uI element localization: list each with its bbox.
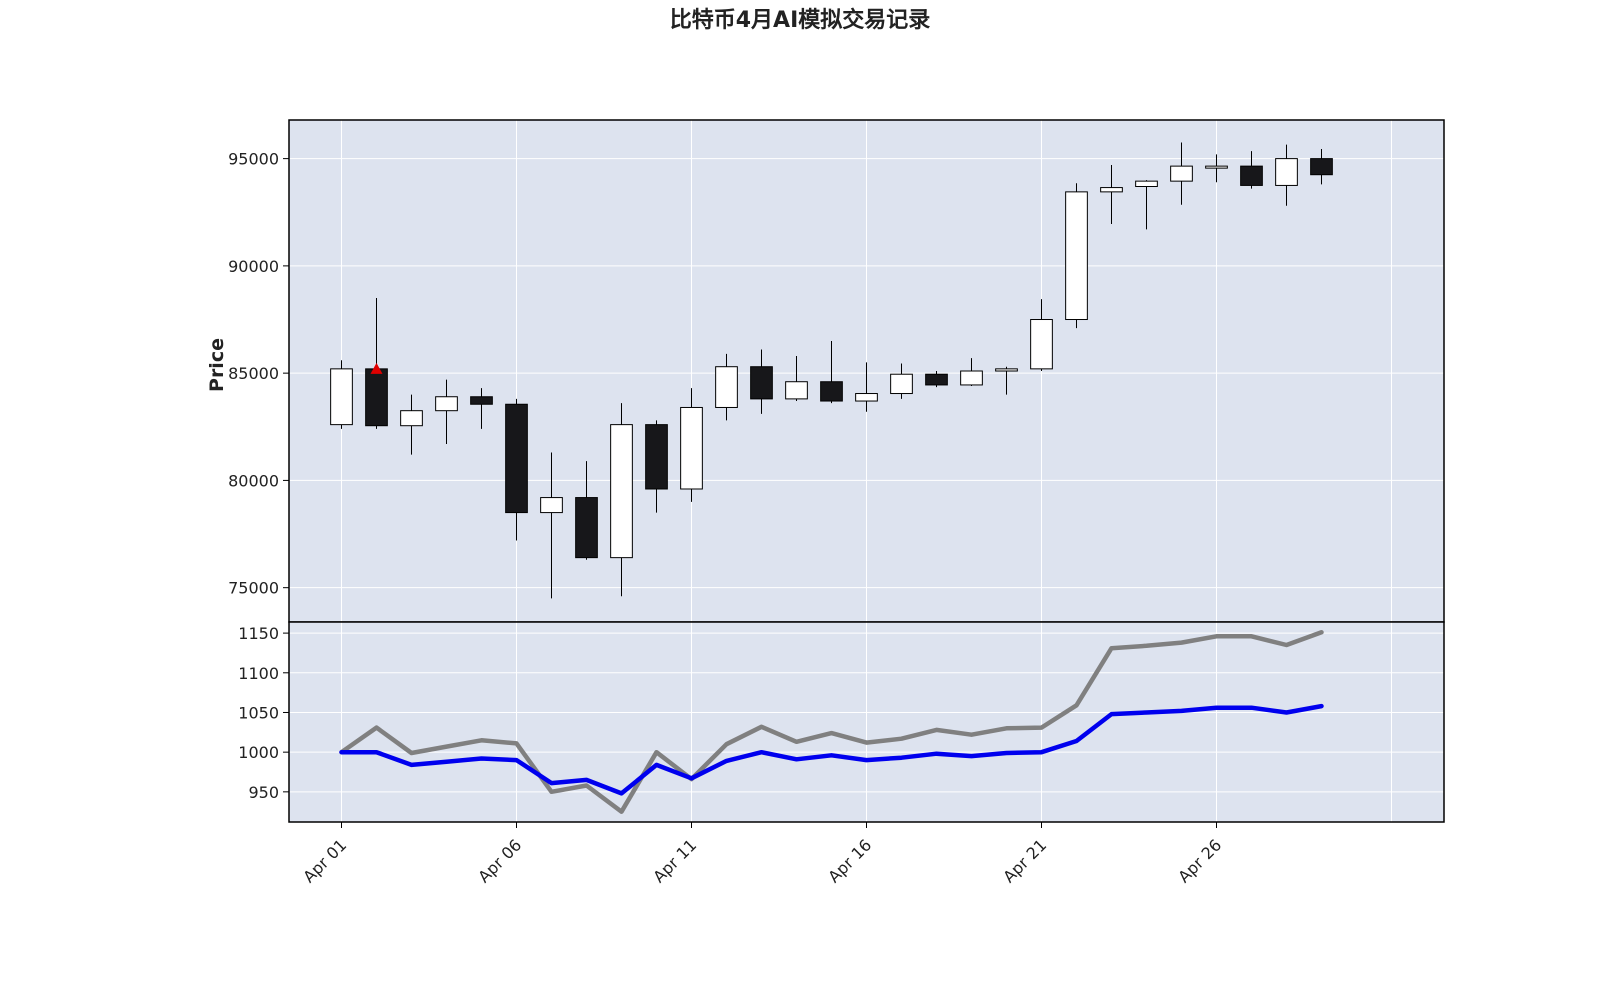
candle bbox=[1240, 151, 1263, 189]
candle bbox=[1205, 154, 1228, 183]
candle bbox=[610, 403, 633, 597]
candle-body bbox=[575, 497, 598, 559]
candle bbox=[890, 363, 913, 399]
candle-body bbox=[680, 406, 703, 490]
equity-line-blue bbox=[339, 703, 1324, 796]
candle bbox=[1030, 299, 1053, 371]
candle bbox=[470, 388, 493, 429]
candle-body bbox=[610, 424, 633, 559]
candle-body bbox=[820, 381, 843, 402]
candle bbox=[1135, 180, 1158, 230]
candle bbox=[435, 379, 458, 444]
date-tick-label: Apr 21 bbox=[999, 835, 1050, 886]
candle bbox=[925, 371, 948, 388]
date-tick-label: Apr 01 bbox=[299, 835, 350, 886]
candle-body bbox=[1135, 180, 1158, 188]
price-tick-label: 85000 bbox=[228, 364, 279, 383]
candle-body bbox=[855, 393, 878, 402]
candle-body bbox=[645, 424, 668, 490]
candle-body bbox=[1100, 187, 1123, 193]
date-tick-label: Apr 26 bbox=[1174, 835, 1225, 886]
candle-body bbox=[330, 368, 353, 426]
candle bbox=[995, 366, 1018, 395]
candle-body bbox=[1275, 158, 1298, 186]
buy-marker bbox=[370, 362, 383, 374]
candle bbox=[330, 360, 353, 429]
candle bbox=[855, 362, 878, 412]
candle-body bbox=[750, 366, 773, 400]
equity-tick-label: 1000 bbox=[238, 743, 279, 762]
candle bbox=[1310, 148, 1333, 185]
candle-body bbox=[540, 497, 563, 514]
candle-body bbox=[365, 368, 388, 427]
candle bbox=[1100, 165, 1123, 225]
date-tick-label: Apr 11 bbox=[649, 835, 700, 886]
equity-lines bbox=[339, 630, 1324, 814]
price-axis-label: Price bbox=[206, 338, 228, 392]
candle-body bbox=[1030, 319, 1053, 370]
price-tick-label: 75000 bbox=[228, 579, 279, 598]
price-panel: 75000 80000 85000 90000 95000 Price bbox=[206, 119, 1445, 623]
candle bbox=[820, 340, 843, 404]
equity-grid bbox=[289, 622, 1444, 822]
candle-body bbox=[925, 373, 948, 386]
candle-body bbox=[995, 368, 1018, 372]
equity-line-gray bbox=[339, 630, 1324, 814]
candle bbox=[645, 420, 668, 513]
candle-body bbox=[505, 403, 528, 514]
candle bbox=[400, 394, 423, 455]
candle bbox=[785, 355, 808, 402]
candle-body bbox=[1170, 165, 1193, 182]
equity-axis-ticks: 950 1000 1050 1100 1150 bbox=[238, 624, 289, 802]
candle bbox=[505, 398, 528, 541]
price-axis-ticks: 75000 80000 85000 90000 95000 bbox=[228, 150, 289, 598]
equity-tick-label: 950 bbox=[248, 783, 279, 802]
candle-body bbox=[785, 381, 808, 400]
candle-body bbox=[960, 370, 983, 386]
candle bbox=[575, 461, 598, 560]
candle bbox=[960, 358, 983, 387]
candle-body bbox=[1065, 191, 1088, 321]
candle-body bbox=[715, 366, 738, 408]
candle bbox=[1275, 144, 1298, 206]
date-tick-label: Apr 16 bbox=[824, 835, 875, 886]
trade-markers bbox=[370, 362, 383, 374]
candlesticks bbox=[330, 142, 1333, 599]
candle bbox=[680, 388, 703, 502]
candle-body bbox=[400, 410, 423, 427]
candle-body bbox=[435, 396, 458, 412]
equity-tick-label: 1050 bbox=[238, 703, 279, 722]
candle-body bbox=[1205, 165, 1228, 169]
equity-panel: 950 1000 1050 1100 1150 bbox=[238, 621, 1445, 823]
equity-tick-label: 1150 bbox=[238, 624, 279, 643]
candle-body bbox=[890, 373, 913, 395]
candle bbox=[1065, 183, 1088, 329]
date-axis-ticks: Apr 01 Apr 06 Apr 11 Apr 16 Apr 21 Apr 26 bbox=[299, 822, 1225, 886]
candle bbox=[715, 353, 738, 421]
candle bbox=[1170, 142, 1193, 205]
price-tick-label: 90000 bbox=[228, 257, 279, 276]
candle-body bbox=[1310, 158, 1333, 176]
candle bbox=[750, 349, 773, 414]
price-tick-label: 80000 bbox=[228, 471, 279, 490]
date-tick-label: Apr 06 bbox=[474, 835, 525, 886]
candle-body bbox=[470, 396, 493, 405]
candle bbox=[540, 452, 563, 599]
chart-title: 比特币4月AI模拟交易记录 bbox=[670, 7, 931, 33]
equity-tick-label: 1100 bbox=[238, 664, 279, 683]
price-tick-label: 95000 bbox=[228, 150, 279, 169]
candle-body bbox=[1240, 165, 1263, 186]
